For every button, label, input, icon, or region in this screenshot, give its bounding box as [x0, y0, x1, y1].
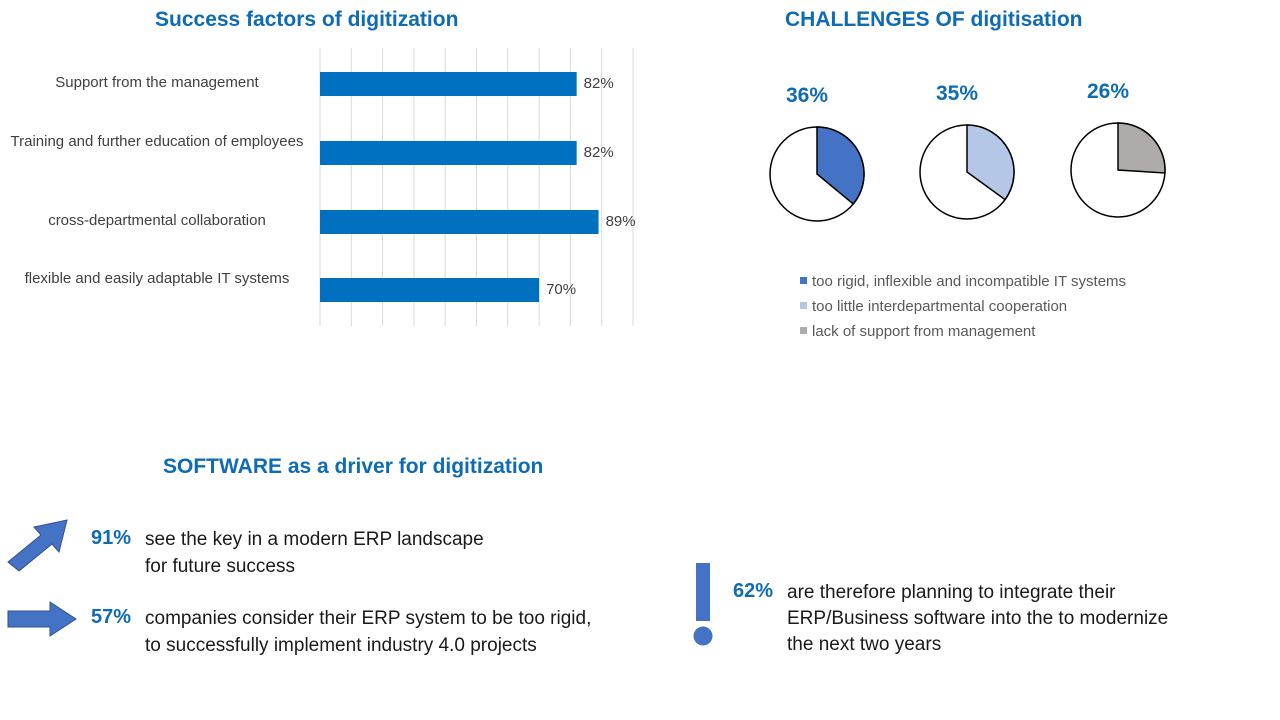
legend-swatch — [800, 301, 807, 309]
challenges-title: CHALLENGES OF digitisation — [785, 8, 1083, 31]
pie-percent-label: 26% — [1086, 80, 1130, 103]
stat-2-percent: 57% — [91, 606, 132, 628]
pie-charts — [769, 122, 1166, 222]
bar-value-label: 82% — [583, 144, 614, 161]
legend-label: too little interdepartmental cooperation — [812, 298, 1068, 315]
stat-1-percent: 91% — [91, 527, 132, 549]
legend-item: too little interdepartmental cooperation — [800, 298, 1067, 315]
legend-label: lack of support from management — [812, 323, 1036, 340]
stat-3-percent: 62% — [733, 580, 774, 602]
success-factors-title: Success factors of digitization — [155, 8, 459, 31]
stat-2-line-2: to successfully implement industry 4.0 p… — [145, 635, 537, 656]
stat-3-line-3: the next two years — [787, 634, 942, 655]
legend-item: lack of support from management — [800, 323, 1035, 340]
pie-slice — [966, 124, 1015, 201]
bar — [320, 72, 577, 96]
legend-swatch — [800, 276, 807, 284]
software-title: SOFTWARE as a driver for digitization — [163, 455, 544, 478]
bar-value-label: 70% — [546, 281, 577, 298]
pie-percent-label: 35% — [935, 82, 979, 105]
pie-slice — [816, 126, 865, 206]
pie-slice — [1117, 122, 1166, 174]
stat-1-line-2: for future success — [145, 556, 295, 577]
bar-value-label: 82% — [583, 75, 614, 92]
diagonal-arrow-icon — [7, 519, 68, 572]
bar — [320, 278, 540, 302]
bar — [320, 141, 577, 165]
bar-category-label: Training and further education of employ… — [10, 133, 304, 150]
stat-3-line-1: are therefore planning to integrate thei… — [787, 582, 1116, 603]
bar-category-label: Support from the management — [55, 73, 259, 91]
legend-item: too rigid, inflexible and incompatible I… — [800, 273, 1126, 290]
exclamation-icon — [693, 563, 713, 646]
bar-category-label: cross-departmental collaboration — [48, 211, 266, 229]
legend-swatch — [800, 326, 807, 334]
stat-3-line-2: ERP/Business software into the to modern… — [787, 608, 1169, 629]
bar-category-label: flexible and easily adaptable IT systems — [24, 270, 290, 287]
bar — [320, 210, 599, 234]
legend-label: too rigid, inflexible and incompatible I… — [812, 273, 1127, 290]
pie-percent-label: 36% — [785, 84, 829, 107]
stat-2-line-1: companies consider their ERP system to b… — [145, 608, 592, 629]
right-arrow-icon — [7, 601, 77, 637]
bar-chart — [319, 48, 634, 326]
bar-value-label: 89% — [605, 213, 636, 230]
stat-1-line-1: see the key in a modern ERP landscape — [145, 529, 484, 550]
